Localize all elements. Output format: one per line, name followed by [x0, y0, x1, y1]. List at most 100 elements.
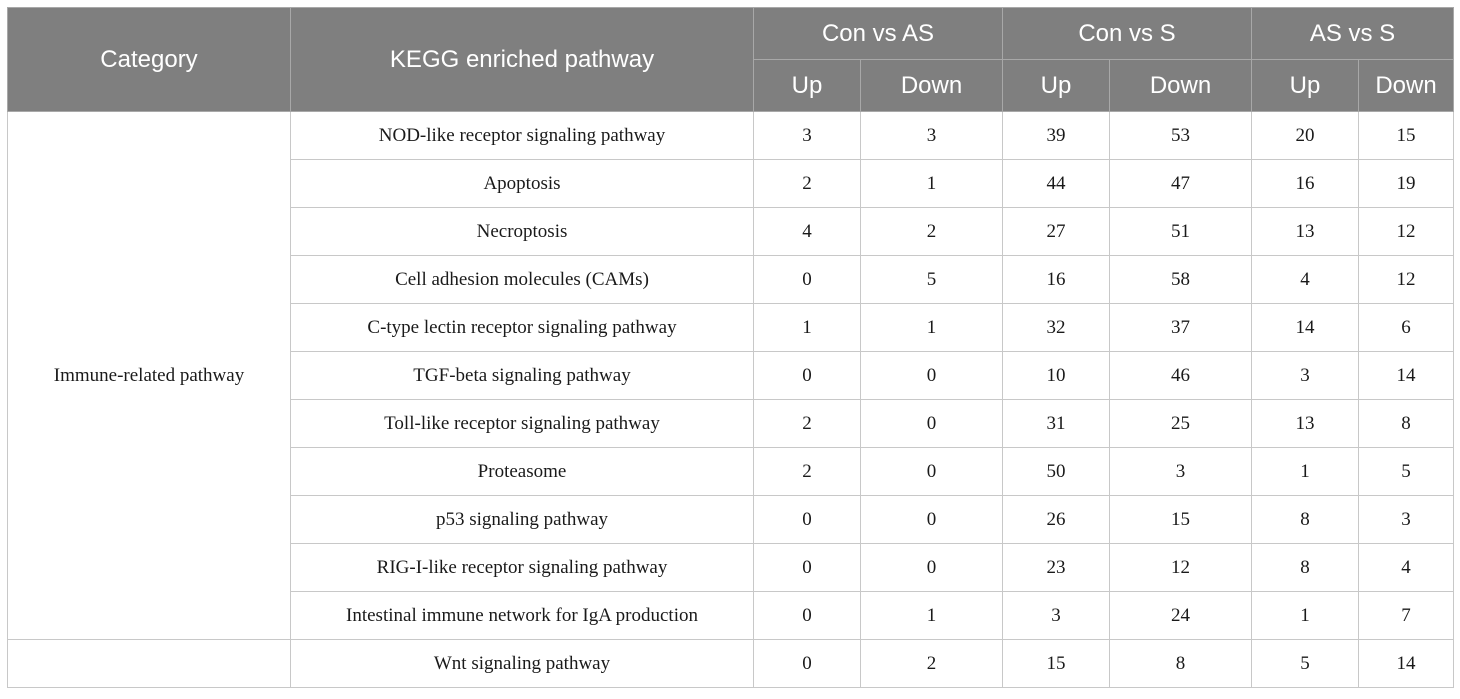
table-row: TGF-beta signaling pathway 0 0 10 46 3 14	[8, 351, 1455, 400]
value-cell: 4	[753, 207, 861, 256]
value-cell: 0	[753, 255, 861, 304]
value-cell: 37	[1109, 303, 1252, 352]
value-cell: 32	[1002, 303, 1110, 352]
table-row: Proteasome 2 0 50 3 1 5	[8, 447, 1455, 496]
group-header-con-vs-as: Con vs AS	[753, 7, 1003, 60]
value-cell: 0	[753, 351, 861, 400]
value-cell: 2	[860, 207, 1003, 256]
value-cell: 8	[1251, 495, 1359, 544]
table-row: Apoptosis 2 1 44 47 16 19	[8, 159, 1455, 208]
group-header-con-vs-s: Con vs S	[1002, 7, 1252, 60]
pathway-cell: C-type lectin receptor signaling pathway	[290, 303, 754, 352]
up-header: Up	[753, 59, 861, 112]
value-cell: 24	[1109, 591, 1252, 640]
value-cell: 12	[1109, 543, 1252, 592]
value-cell: 0	[860, 543, 1003, 592]
category-cell	[7, 639, 291, 688]
pathway-cell: Apoptosis	[290, 159, 754, 208]
table-row: Necroptosis 4 2 27 51 13 12	[8, 207, 1455, 256]
value-cell: 1	[753, 303, 861, 352]
pathway-cell: TGF-beta signaling pathway	[290, 351, 754, 400]
pathway-header: KEGG enriched pathway	[290, 7, 754, 112]
value-cell: 1	[860, 591, 1003, 640]
value-cell: 1	[1251, 591, 1359, 640]
value-cell: 2	[753, 447, 861, 496]
value-cell: 51	[1109, 207, 1252, 256]
pathway-cell: Cell adhesion molecules (CAMs)	[290, 255, 754, 304]
value-cell: 23	[1002, 543, 1110, 592]
value-cell: 2	[753, 399, 861, 448]
value-cell: 0	[753, 639, 861, 688]
pathway-cell: Intestinal immune network for IgA produc…	[290, 591, 754, 640]
pathway-cell: p53 signaling pathway	[290, 495, 754, 544]
value-cell: 0	[860, 351, 1003, 400]
down-header: Down	[1357, 59, 1455, 112]
value-cell: 12	[1357, 207, 1455, 256]
value-cell: 16	[1251, 159, 1359, 208]
value-cell: 14	[1357, 351, 1455, 400]
table-row: Intestinal immune network for IgA produc…	[8, 591, 1455, 640]
value-cell: 25	[1109, 399, 1252, 448]
value-cell: 58	[1109, 255, 1252, 304]
value-cell: 15	[1357, 111, 1455, 160]
value-cell: 3	[860, 111, 1003, 160]
pathway-cell: NOD-like receptor signaling pathway	[290, 111, 754, 160]
value-cell: 5	[1251, 639, 1359, 688]
category-header: Category	[7, 7, 291, 112]
value-cell: 3	[1002, 591, 1110, 640]
value-cell: 46	[1109, 351, 1252, 400]
value-cell: 50	[1002, 447, 1110, 496]
up-header: Up	[1251, 59, 1359, 112]
value-cell: 14	[1357, 639, 1455, 688]
table-row: Wnt signaling pathway 0 2 15 8 5 14	[7, 639, 1455, 688]
value-cell: 3	[1357, 495, 1455, 544]
value-cell: 2	[753, 159, 861, 208]
value-cell: 27	[1002, 207, 1110, 256]
value-cell: 0	[753, 495, 861, 544]
table-body: Immune-related pathway NOD-like receptor …	[7, 111, 1455, 688]
value-cell: 31	[1002, 399, 1110, 448]
value-cell: 39	[1002, 111, 1110, 160]
table-header: Category KEGG enriched pathway Con vs AS…	[7, 7, 1455, 112]
table-row: Immune-related pathway NOD-like receptor …	[7, 111, 1455, 640]
value-cell: 5	[860, 255, 1003, 304]
value-cell: 8	[1109, 639, 1252, 688]
value-cell: 7	[1357, 591, 1455, 640]
value-cell: 16	[1002, 255, 1110, 304]
value-cell: 1	[860, 303, 1003, 352]
header-row-direction: Up Down Up Down Up Down	[8, 59, 1455, 112]
down-header: Down	[1109, 59, 1252, 112]
value-cell: 0	[860, 495, 1003, 544]
value-cell: 12	[1357, 255, 1455, 304]
value-cell: 14	[1251, 303, 1359, 352]
header-row-groups: Category KEGG enriched pathway Con vs AS…	[7, 7, 1455, 112]
value-cell: 20	[1251, 111, 1359, 160]
value-cell: 13	[1251, 399, 1359, 448]
pathway-cell: Wnt signaling pathway	[290, 639, 754, 688]
value-cell: 3	[753, 111, 861, 160]
up-header: Up	[1002, 59, 1110, 112]
value-cell: 0	[860, 447, 1003, 496]
kegg-pathway-table: Category KEGG enriched pathway Con vs AS…	[7, 7, 1455, 688]
value-cell: 13	[1251, 207, 1359, 256]
value-cell: 8	[1251, 543, 1359, 592]
value-cell: 3	[1251, 351, 1359, 400]
value-cell: 4	[1251, 255, 1359, 304]
group-header-as-vs-s: AS vs S	[1250, 7, 1455, 60]
value-cell: 1	[860, 159, 1003, 208]
category-cell: Immune-related pathway	[7, 111, 291, 640]
value-cell: 19	[1357, 159, 1455, 208]
value-cell: 10	[1002, 351, 1110, 400]
value-cell: 15	[1109, 495, 1252, 544]
pathway-cell: RIG-I-like receptor signaling pathway	[290, 543, 754, 592]
value-cell: 47	[1109, 159, 1252, 208]
table-row: p53 signaling pathway 0 0 26 15 8 3	[8, 495, 1455, 544]
value-cell: 4	[1357, 543, 1455, 592]
pathway-cell: Proteasome	[290, 447, 754, 496]
value-cell: 0	[860, 399, 1003, 448]
down-header: Down	[860, 59, 1003, 112]
value-cell: 0	[753, 543, 861, 592]
table-row: C-type lectin receptor signaling pathway…	[8, 303, 1455, 352]
pathway-cell: Toll-like receptor signaling pathway	[290, 399, 754, 448]
value-cell: 15	[1002, 639, 1110, 688]
